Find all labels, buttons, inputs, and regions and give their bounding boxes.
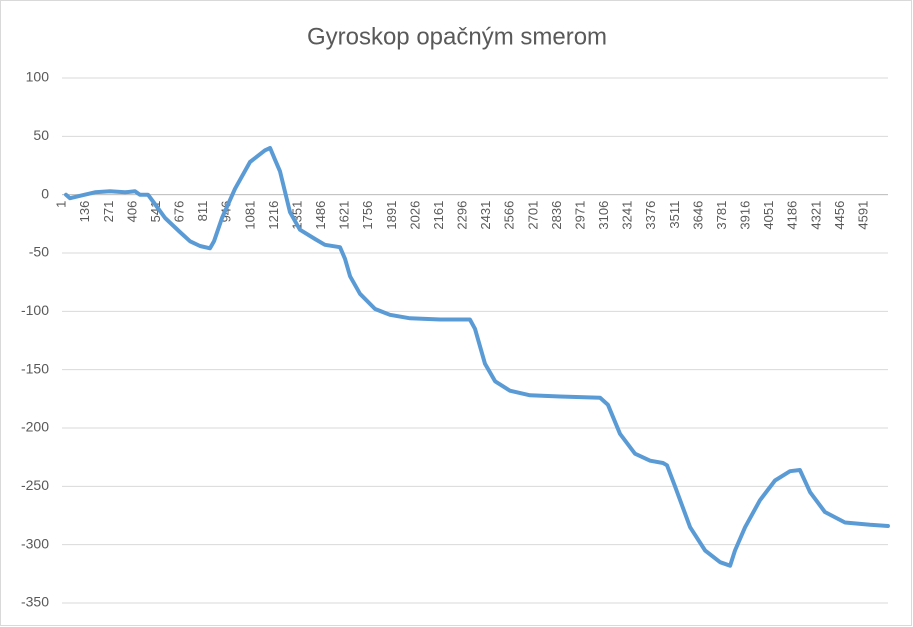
x-tick-label: 271 <box>101 201 116 223</box>
x-tick-label: 3106 <box>596 201 611 230</box>
x-tick-label: 3241 <box>620 201 635 230</box>
x-tick-label: 2296 <box>455 201 470 230</box>
y-tick-label: -200 <box>21 419 49 435</box>
x-tick-label: 4591 <box>856 201 871 230</box>
y-tick-label: 0 <box>41 185 49 201</box>
x-tick-label: 1621 <box>337 201 352 230</box>
x-tick-label: 2026 <box>407 201 422 230</box>
x-tick-label: 136 <box>77 201 92 223</box>
x-tick-label: 2971 <box>572 201 587 230</box>
x-tick-label: 1081 <box>242 201 257 230</box>
y-tick-label: 50 <box>33 127 49 143</box>
x-tick-label: 4051 <box>761 201 776 230</box>
x-tick-label: 406 <box>124 201 139 223</box>
x-tick-label: 2431 <box>478 201 493 230</box>
y-tick-label: -250 <box>21 477 49 493</box>
x-tick-label: 2566 <box>502 201 517 230</box>
chart-title: Gyroskop opačným smerom <box>307 23 607 50</box>
y-tick-label: -150 <box>21 360 49 376</box>
x-tick-label: 1351 <box>289 201 304 230</box>
x-tick-label: 1756 <box>360 201 375 230</box>
y-tick-label: 100 <box>26 69 50 85</box>
x-tick-label: 3646 <box>690 201 705 230</box>
x-tick-label: 4186 <box>785 201 800 230</box>
x-tick-label: 2701 <box>525 201 540 230</box>
y-tick-label: -300 <box>21 535 49 551</box>
x-tick-label: 676 <box>172 201 187 223</box>
y-tick-label: -100 <box>21 302 49 318</box>
x-tick-label: 541 <box>148 201 163 223</box>
x-tick-label: 4456 <box>832 201 847 230</box>
x-tick-label: 2161 <box>431 201 446 230</box>
y-tick-label: -350 <box>21 594 49 610</box>
x-tick-label: 3781 <box>714 201 729 230</box>
x-tick-label: 4321 <box>808 201 823 230</box>
x-tick-label: 1891 <box>384 201 399 230</box>
y-tick-label: -50 <box>29 244 49 260</box>
x-tick-label: 2836 <box>549 201 564 230</box>
x-tick-label: 1486 <box>313 201 328 230</box>
x-tick-label: 3376 <box>643 201 658 230</box>
data-line <box>64 146 890 568</box>
x-tick-label: 3916 <box>738 201 753 230</box>
x-tick-label: 1216 <box>266 201 281 230</box>
x-tick-label: 1 <box>54 201 69 208</box>
x-tick-label: 3511 <box>667 201 682 229</box>
x-tick-label: 811 <box>195 201 210 222</box>
